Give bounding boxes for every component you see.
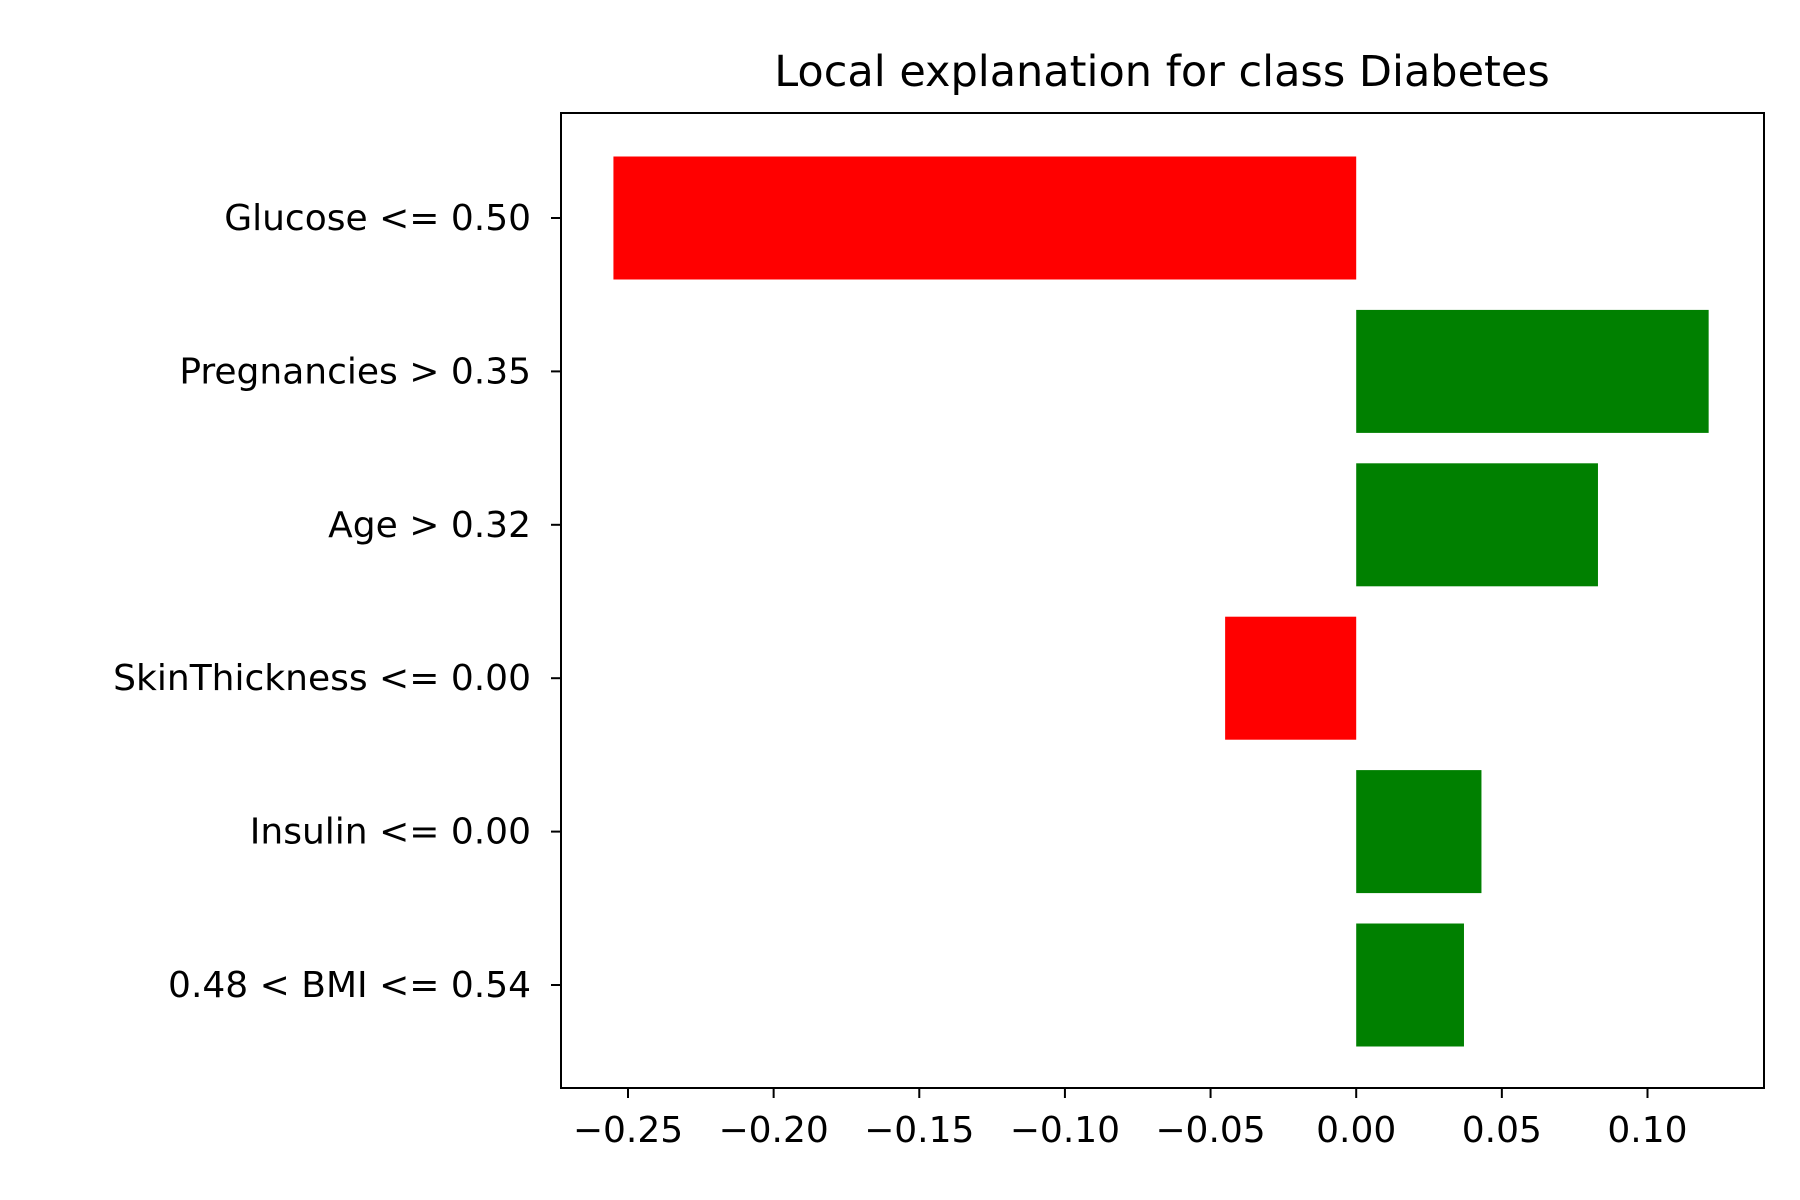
y-tick-label-0: Glucose <= 0.50 — [224, 198, 531, 239]
bar-3 — [1225, 616, 1357, 740]
y-ticks-layer: Glucose <= 0.50 Pregnancies > 0.35 Age > 0… — [113, 198, 561, 1006]
y-tick-label-5: 0.48 < BMI <= 0.54 — [168, 965, 531, 1006]
bar-0 — [613, 156, 1357, 280]
x-tick-label-4: −0.05 — [1155, 1110, 1265, 1151]
y-tick-label-3: SkinThickness <= 0.00 — [113, 658, 531, 699]
y-tick-label-2: Age > 0.32 — [328, 505, 531, 546]
bar-1 — [1356, 309, 1709, 433]
y-tick-label-1: Pregnancies > 0.35 — [179, 351, 531, 392]
bar-5 — [1356, 923, 1464, 1047]
x-tick-label-3: −0.10 — [1010, 1110, 1120, 1151]
chart-title: Local explanation for class Diabetes — [774, 47, 1550, 97]
x-tick-label-2: −0.15 — [864, 1110, 974, 1151]
x-tick-label-6: 0.05 — [1462, 1110, 1542, 1151]
x-tick-label-7: 0.10 — [1607, 1110, 1687, 1151]
bars-layer — [613, 156, 1709, 1047]
axes-layer — [560, 112, 1765, 1089]
x-ticks-layer: −0.25 −0.20 −0.15 −0.10 −0.05 0.00 0.05 0.10 — [573, 1088, 1688, 1151]
x-tick-label-1: −0.20 — [718, 1110, 828, 1151]
y-tick-label-4: Insulin <= 0.00 — [250, 812, 531, 853]
bar-2 — [1356, 463, 1598, 587]
bar-4 — [1356, 770, 1482, 894]
x-tick-label-0: −0.25 — [573, 1110, 683, 1151]
x-tick-label-5: 0.00 — [1316, 1110, 1396, 1151]
plot-frame — [560, 112, 1765, 1089]
